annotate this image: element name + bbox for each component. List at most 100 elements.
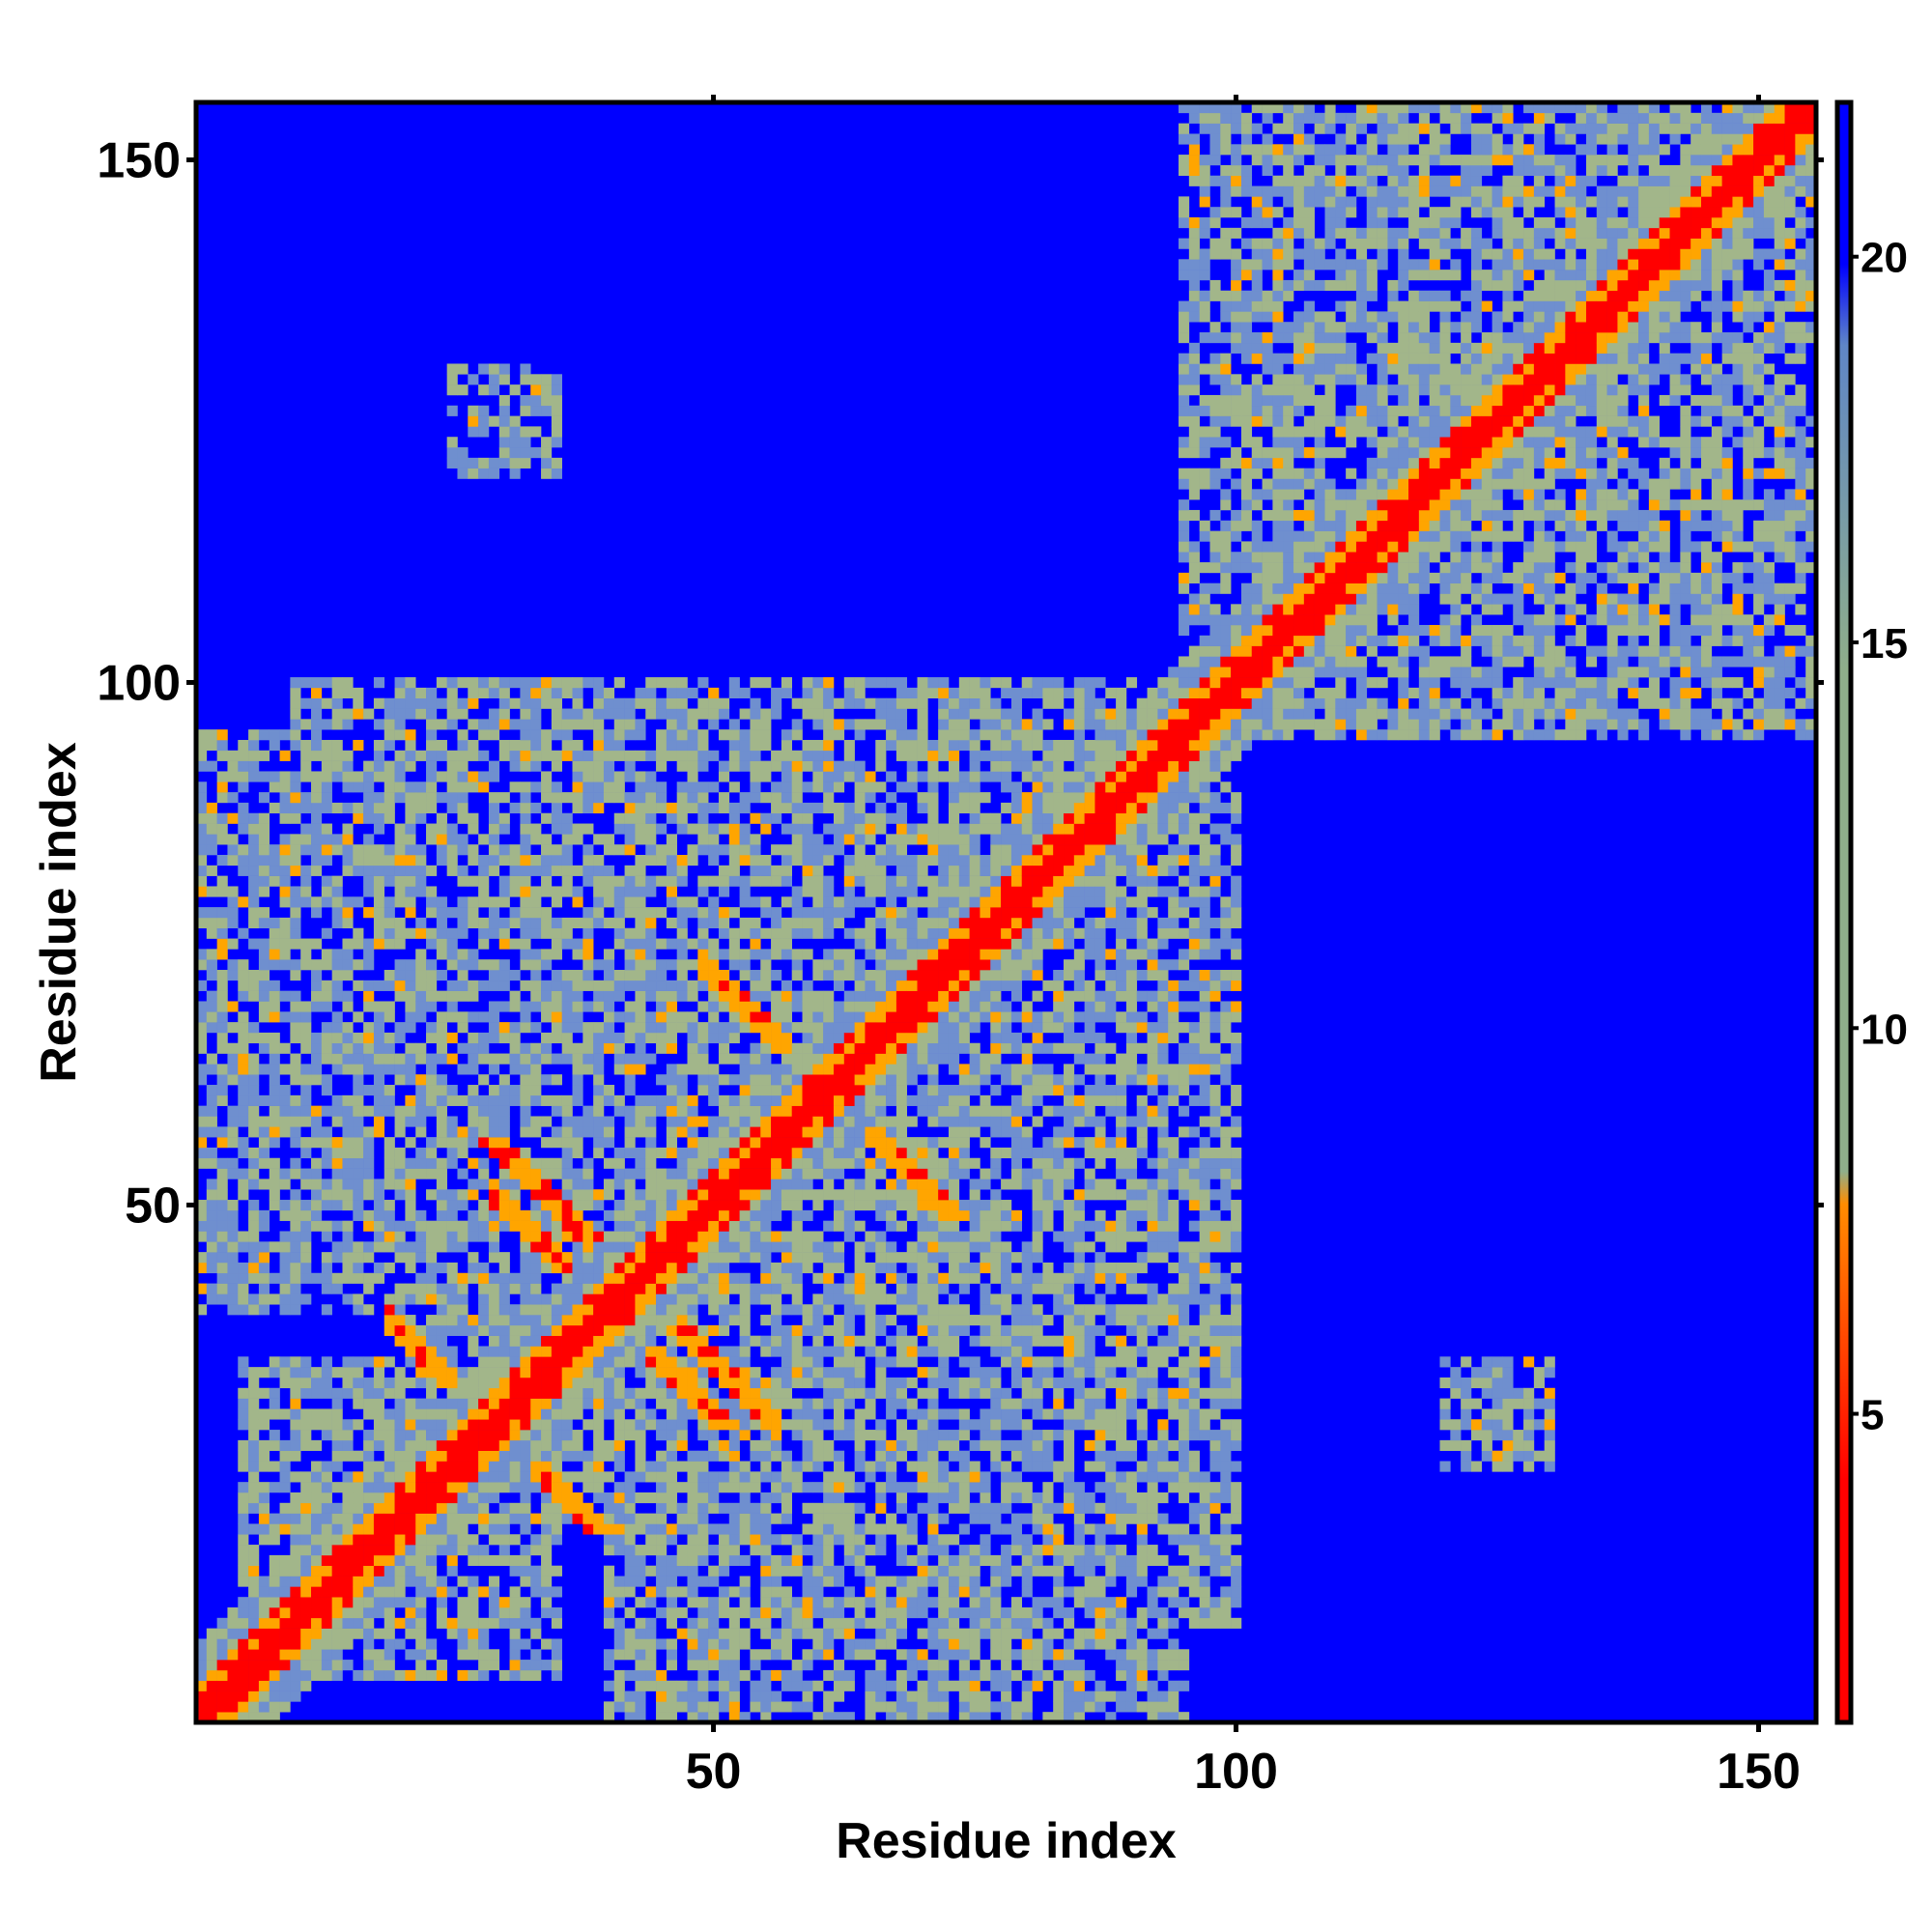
heatmap-cell: [593, 1105, 605, 1117]
heatmap-cell: [216, 1064, 228, 1075]
heatmap-cell: [405, 687, 416, 698]
heatmap-cell: [781, 1606, 792, 1619]
heatmap-cell: [248, 1430, 260, 1441]
heatmap-cell: [687, 1649, 698, 1661]
heatmap-cell: [603, 687, 615, 698]
heatmap-cell: [331, 697, 343, 709]
heatmap-cell: [802, 854, 813, 867]
heatmap-cell: [886, 1262, 897, 1274]
heatmap-cell: [405, 1293, 416, 1305]
heatmap-cell: [331, 1534, 343, 1546]
heatmap-cell: [635, 802, 646, 814]
heatmap-cell: [300, 1252, 312, 1264]
heatmap-cell: [509, 1606, 521, 1619]
heatmap-cell: [666, 1554, 677, 1567]
heatmap-cell: [718, 1168, 730, 1179]
heatmap-cell: [488, 1283, 500, 1294]
heatmap-cell: [865, 1638, 876, 1650]
heatmap-cell: [697, 1534, 709, 1546]
heatmap-cell: [446, 1315, 458, 1326]
heatmap-cell: [353, 1554, 364, 1567]
heatmap-cell: [488, 1272, 500, 1284]
heatmap-cell: [530, 907, 542, 919]
heatmap-cell: [269, 1712, 280, 1723]
heatmap-cell: [833, 1367, 845, 1378]
heatmap-cell: [405, 1315, 416, 1326]
heatmap-cell: [886, 886, 897, 897]
heatmap-cell: [613, 1419, 625, 1431]
heatmap-cell: [791, 719, 803, 730]
heatmap-cell: [509, 1324, 521, 1336]
heatmap-cell: [342, 1471, 354, 1483]
heatmap-cell: [739, 1283, 751, 1294]
heatmap-cell: [509, 854, 521, 867]
heatmap-cell: [781, 1565, 792, 1577]
heatmap-cell: [582, 1461, 594, 1472]
heatmap-cell: [551, 1011, 562, 1023]
heatmap-cell: [875, 1680, 887, 1691]
heatmap-cell: [823, 771, 835, 782]
heatmap-cell: [791, 1669, 803, 1682]
heatmap-cell: [248, 1085, 260, 1096]
heatmap-cell: [771, 1513, 782, 1524]
heatmap-cell: [823, 687, 835, 698]
heatmap-cell: [363, 1272, 375, 1284]
heatmap-cell: [865, 1387, 876, 1399]
heatmap-cell: [728, 1471, 740, 1483]
heatmap-cell: [750, 1471, 761, 1483]
heatmap-cell: [269, 865, 280, 876]
heatmap-cell: [468, 1346, 479, 1357]
heatmap-cell: [405, 1565, 416, 1577]
heatmap-cell: [238, 865, 249, 876]
heatmap-cell: [771, 1262, 782, 1274]
heatmap-cell: [561, 886, 573, 897]
heatmap-cell: [582, 1367, 594, 1378]
heatmap-cell: [342, 823, 354, 835]
heatmap-cell: [582, 781, 594, 793]
heatmap-cell: [666, 1042, 677, 1054]
heatmap-cell: [812, 970, 824, 981]
heatmap-cell: [656, 1283, 668, 1294]
heatmap-cell: [833, 949, 845, 960]
heatmap-cell: [613, 1387, 625, 1399]
heatmap-cell: [854, 823, 866, 835]
heatmap-cell: [363, 1398, 375, 1409]
heatmap-cell: [781, 1377, 792, 1389]
heatmap-cell: [300, 823, 312, 835]
heatmap-cell: [488, 729, 500, 741]
heatmap-cell: [530, 949, 542, 960]
heatmap-cell: [613, 896, 625, 908]
heatmap-cell: [530, 865, 542, 876]
heatmap-cell: [791, 1356, 803, 1368]
heatmap-cell: [781, 1022, 792, 1034]
heatmap-cell: [676, 760, 688, 772]
heatmap-cell: [750, 1377, 761, 1389]
heatmap-cell: [666, 1690, 677, 1702]
heatmap-cell: [238, 1554, 249, 1567]
heatmap-cell: [593, 1189, 605, 1201]
heatmap-cell: [373, 1545, 385, 1556]
heatmap-cell: [227, 760, 239, 772]
heatmap-cell: [238, 1147, 249, 1159]
heatmap-cell: [728, 1189, 740, 1201]
heatmap-cell: [353, 1157, 364, 1169]
heatmap-cell: [498, 1304, 510, 1316]
heatmap-cell: [384, 938, 395, 950]
heatmap-cell: [248, 1690, 260, 1702]
heatmap-cell: [771, 1001, 782, 1012]
heatmap-cell: [509, 1032, 521, 1044]
heatmap-cell: [666, 875, 677, 887]
heatmap-cell: [331, 907, 343, 919]
heatmap-cell: [331, 1628, 343, 1639]
heatmap-cell: [196, 1209, 208, 1221]
heatmap-cell: [373, 1272, 385, 1284]
heatmap-cell: [656, 1701, 668, 1713]
heatmap-cell: [886, 1241, 897, 1253]
heatmap-cell: [833, 1450, 845, 1462]
heatmap-cell: [624, 1586, 636, 1598]
heatmap-cell: [436, 739, 447, 752]
heatmap-cell: [833, 1712, 845, 1723]
heatmap-cell: [331, 1032, 343, 1044]
heatmap-cell: [311, 729, 323, 741]
heatmap-cell: [498, 1293, 510, 1305]
